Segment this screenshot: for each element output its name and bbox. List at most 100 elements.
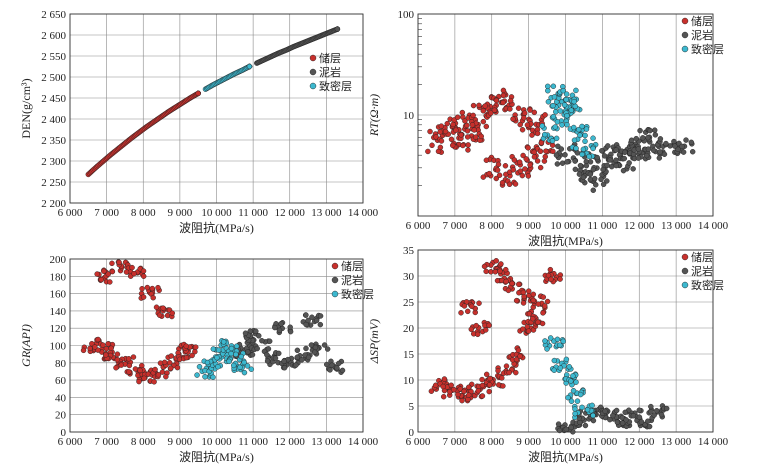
data-point: [202, 373, 208, 380]
data-point: [537, 148, 544, 155]
data-point: [160, 305, 166, 311]
data-point: [637, 127, 643, 134]
data-point: [488, 110, 494, 116]
data-point: [541, 158, 548, 164]
legend-label: 泥岩: [691, 264, 713, 278]
data-point: [438, 123, 445, 129]
data-point: [525, 328, 532, 334]
data-point: [220, 339, 227, 345]
data-point: [312, 344, 319, 351]
data-point: [469, 122, 476, 128]
data-point: [230, 362, 237, 369]
data-point: [582, 138, 588, 145]
data-point: [506, 369, 512, 376]
data-point: [468, 326, 475, 333]
legend-label: 储层: [691, 14, 713, 28]
y-tick-label: 2 550: [41, 51, 66, 63]
data-point: [550, 148, 556, 155]
data-point: [472, 134, 479, 140]
data-point: [183, 354, 190, 361]
data-point: [575, 126, 582, 133]
data-point: [520, 300, 527, 306]
data-point: [137, 367, 143, 374]
data-point: [521, 115, 527, 121]
data-point: [194, 372, 200, 378]
data-point: [471, 127, 477, 133]
data-point: [577, 162, 584, 169]
x-tick-label: 9 000: [168, 207, 193, 219]
legend-marker: [681, 31, 689, 39]
data-point: [248, 366, 255, 372]
y-tick-label: 20: [55, 410, 67, 422]
plot-frame: [69, 258, 364, 433]
x-tick-label: 10 000: [550, 436, 581, 448]
data-point: [305, 354, 312, 361]
data-point: [465, 308, 471, 315]
data-point: [531, 109, 538, 116]
data-point: [513, 369, 519, 376]
x-tick-label: 8 000: [479, 220, 504, 232]
x-tick-label: 9 000: [168, 436, 193, 448]
y-tick-label: 30: [403, 271, 415, 283]
data-point: [516, 159, 523, 165]
data-point: [98, 276, 104, 283]
data-point: [516, 281, 522, 288]
data-point: [689, 148, 696, 155]
panel-den: 6 000 7 000 8 000 9 000 10 000 11 000 12 000 13…: [19, 9, 379, 235]
x-tick-label: 9 000: [516, 436, 541, 448]
data-point: [494, 167, 501, 173]
x-tick-label: 8 000: [131, 436, 156, 448]
data-point: [482, 327, 489, 333]
y-tick-label: 200: [50, 254, 67, 266]
data-point: [547, 335, 554, 341]
data-point: [253, 328, 259, 335]
data-point: [441, 376, 448, 382]
data-point: [486, 322, 492, 329]
data-point: [428, 388, 435, 394]
y-tick-label: 2 300: [41, 156, 66, 168]
data-point: [210, 374, 216, 380]
data-point: [140, 273, 147, 279]
legend-marker: [309, 82, 317, 90]
legend-label: 储层: [341, 259, 363, 273]
data-point: [266, 338, 273, 344]
data-point: [455, 391, 461, 398]
data-point: [493, 175, 500, 182]
legend-marker: [681, 45, 689, 53]
data-point: [513, 356, 520, 363]
data-point: [308, 342, 315, 348]
data-point: [651, 412, 657, 418]
data-point: [461, 388, 467, 395]
data-point: [530, 291, 537, 298]
data-point: [652, 132, 659, 138]
data-point: [249, 352, 256, 358]
y-tick-label: 35: [403, 245, 415, 257]
data-point: [647, 127, 653, 134]
data-point: [600, 166, 606, 173]
data-point: [614, 419, 621, 425]
x-tick-label: 11 000: [587, 220, 617, 232]
y-tick-label: 5: [409, 401, 415, 413]
data-point: [169, 310, 175, 316]
data-point: [540, 294, 547, 300]
data-point: [640, 135, 646, 141]
y-tick-label: 2 200: [41, 198, 66, 210]
data-point: [535, 301, 542, 307]
data-point: [294, 354, 301, 360]
data-point: [459, 109, 466, 116]
data-point: [465, 147, 471, 153]
data-point: [155, 372, 162, 378]
data-point: [438, 138, 445, 144]
data-point: [613, 407, 620, 414]
data-point: [638, 419, 645, 425]
data-point: [544, 298, 551, 305]
data-point: [108, 345, 114, 352]
data-point: [538, 140, 545, 146]
data-point: [150, 295, 156, 301]
legend-label: 致密层: [341, 287, 374, 301]
data-point: [568, 398, 575, 404]
data-point: [329, 362, 335, 368]
data-point: [464, 134, 471, 140]
data-point: [503, 266, 509, 273]
data-point: [272, 324, 278, 331]
